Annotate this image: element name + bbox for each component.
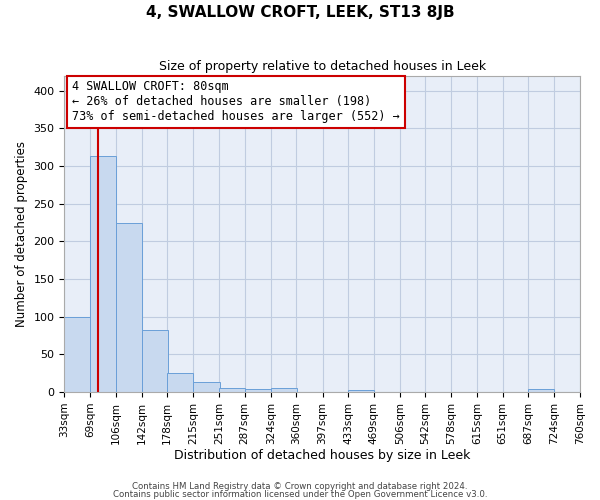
Bar: [64, 316, 91, 392]
Title: Size of property relative to detached houses in Leek: Size of property relative to detached ho…: [158, 60, 486, 73]
Text: 4 SWALLOW CROFT: 80sqm
← 26% of detached houses are smaller (198)
73% of semi-de: 4 SWALLOW CROFT: 80sqm ← 26% of detached…: [72, 80, 400, 124]
Y-axis label: Number of detached properties: Number of detached properties: [15, 141, 28, 327]
Bar: [167, 372, 193, 392]
Bar: [142, 330, 168, 392]
Bar: [193, 382, 220, 392]
Bar: [116, 224, 142, 392]
Bar: [219, 388, 245, 392]
Bar: [528, 389, 554, 392]
Bar: [245, 389, 271, 392]
Bar: [348, 390, 374, 392]
Text: 4, SWALLOW CROFT, LEEK, ST13 8JB: 4, SWALLOW CROFT, LEEK, ST13 8JB: [146, 5, 454, 20]
Bar: [90, 156, 116, 392]
X-axis label: Distribution of detached houses by size in Leek: Distribution of detached houses by size …: [174, 450, 470, 462]
Text: Contains public sector information licensed under the Open Government Licence v3: Contains public sector information licen…: [113, 490, 487, 499]
Text: Contains HM Land Registry data © Crown copyright and database right 2024.: Contains HM Land Registry data © Crown c…: [132, 482, 468, 491]
Bar: [271, 388, 297, 392]
